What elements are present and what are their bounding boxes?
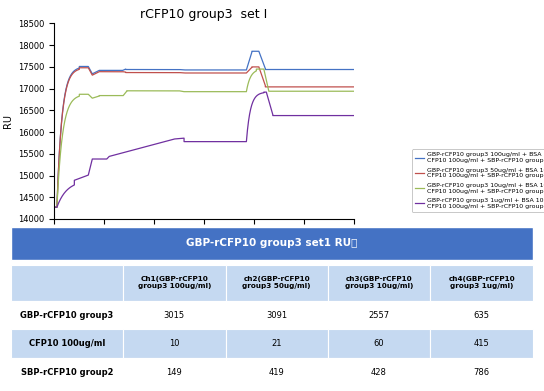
- GBP-rCFP10 group3 100ug/ml + BSA 100ug/ml +
CFP10 100ug/ml + SBP-rCFP10 group2 100ug/ml: [236, 68, 242, 72]
- Text: 3091: 3091: [266, 310, 287, 319]
- Text: SBP-rCFP10 group2: SBP-rCFP10 group2: [21, 368, 113, 377]
- Text: 60: 60: [374, 339, 385, 348]
- Bar: [11, 265, 123, 301]
- GBP-rCFP10 group3 1ug/ml + BSA 100ug/ml +
CFP10 100ug/ml + SBP-rCFP10 group2 100ug/ml: [176, 136, 183, 141]
- GBP-rCFP10 group3 100ug/ml + BSA 100ug/ml +
CFP10 100ug/ml + SBP-rCFP10 group2 100ug/ml: [94, 69, 100, 74]
- GBP-rCFP10 group3 100ug/ml + BSA 100ug/ml +
CFP10 100ug/ml + SBP-rCFP10 group2 100ug/ml: [125, 67, 131, 72]
- GBP-rCFP10 group3 50ug/ml + BSA 100ug/ml +
CFP10 100ug/ml + SBP-rCFP10 group2 100ug/ml: [236, 71, 242, 75]
- GBP-rCFP10 group3 10ug/ml + BSA 100ug/ml +
CFP10 100ug/ml + SBP-rCFP10 group2 100ug/ml: [253, 67, 259, 72]
- Text: ch2(GBP-rCFP10
group3 50ug/ml): ch2(GBP-rCFP10 group3 50ug/ml): [243, 276, 311, 289]
- Bar: [11, 227, 533, 260]
- GBP-rCFP10 group3 50ug/ml + BSA 100ug/ml +
CFP10 100ug/ml + SBP-rCFP10 group2 100ug/ml: [264, 84, 271, 89]
- GBP-rCFP10 group3 1ug/ml + BSA 100ug/ml +
CFP10 100ug/ml + SBP-rCFP10 group2 100ug/ml: [267, 101, 273, 106]
- Text: 2557: 2557: [368, 310, 390, 319]
- Line: GBP-rCFP10 group3 50ug/ml + BSA 100ug/ml +
CFP10 100ug/ml + SBP-rCFP10 group2 100ug/ml: GBP-rCFP10 group3 50ug/ml + BSA 100ug/ml…: [54, 67, 354, 207]
- GBP-rCFP10 group3 10ug/ml + BSA 100ug/ml +
CFP10 100ug/ml + SBP-rCFP10 group2 100ug/ml: [85, 92, 91, 97]
- GBP-rCFP10 group3 1ug/ml + BSA 100ug/ml +
CFP10 100ug/ml + SBP-rCFP10 group2 100ug/ml: [350, 113, 357, 118]
- GBP-rCFP10 group3 50ug/ml + BSA 100ug/ml +
CFP10 100ug/ml + SBP-rCFP10 group2 100ug/ml: [249, 65, 255, 69]
- GBP-rCFP10 group3 10ug/ml + BSA 100ug/ml +
CFP10 100ug/ml + SBP-rCFP10 group2 100ug/ml: [91, 95, 98, 100]
- Bar: [11, 358, 123, 387]
- Line: GBP-rCFP10 group3 1ug/ml + BSA 100ug/ml +
CFP10 100ug/ml + SBP-rCFP10 group2 100ug/ml: GBP-rCFP10 group3 1ug/ml + BSA 100ug/ml …: [54, 92, 354, 207]
- GBP-rCFP10 group3 10ug/ml + BSA 100ug/ml +
CFP10 100ug/ml + SBP-rCFP10 group2 100ug/ml: [65, 105, 72, 110]
- GBP-rCFP10 group3 1ug/ml + BSA 100ug/ml +
CFP10 100ug/ml + SBP-rCFP10 group2 100ug/ml: [251, 97, 257, 101]
- Bar: [11, 329, 123, 358]
- Bar: [328, 358, 430, 387]
- GBP-rCFP10 group3 100ug/ml + BSA 100ug/ml +
CFP10 100ug/ml + SBP-rCFP10 group2 100ug/ml: [264, 67, 271, 72]
- GBP-rCFP10 group3 1ug/ml + BSA 100ug/ml +
CFP10 100ug/ml + SBP-rCFP10 group2 100ug/ml: [248, 105, 254, 110]
- X-axis label: Time(sec): Time(sec): [180, 243, 228, 253]
- Bar: [123, 329, 226, 358]
- Bar: [430, 301, 533, 329]
- Text: 428: 428: [371, 368, 387, 377]
- Text: 419: 419: [269, 368, 285, 377]
- Legend: GBP-rCFP10 group3 100ug/ml + BSA 100ug/ml +
CFP10 100ug/ml + SBP-rCFP10 group2 1: GBP-rCFP10 group3 100ug/ml + BSA 100ug/m…: [412, 149, 544, 212]
- Bar: [226, 358, 328, 387]
- Title: rCFP10 group3  set I: rCFP10 group3 set I: [140, 8, 268, 21]
- Text: 786: 786: [474, 368, 490, 377]
- GBP-rCFP10 group3 1ug/ml + BSA 100ug/ml +
CFP10 100ug/ml + SBP-rCFP10 group2 100ug/ml: [261, 90, 267, 95]
- Bar: [328, 265, 430, 301]
- Bar: [430, 329, 533, 358]
- Bar: [226, 329, 328, 358]
- GBP-rCFP10 group3 50ug/ml + BSA 100ug/ml +
CFP10 100ug/ml + SBP-rCFP10 group2 100ug/ml: [350, 84, 357, 89]
- GBP-rCFP10 group3 1ug/ml + BSA 100ug/ml +
CFP10 100ug/ml + SBP-rCFP10 group2 100ug/ml: [51, 205, 58, 210]
- GBP-rCFP10 group3 10ug/ml + BSA 100ug/ml +
CFP10 100ug/ml + SBP-rCFP10 group2 100ug/ml: [122, 90, 129, 95]
- GBP-rCFP10 group3 100ug/ml + BSA 100ug/ml +
CFP10 100ug/ml + SBP-rCFP10 group2 100ug/ml: [350, 67, 357, 72]
- Text: 10: 10: [169, 339, 180, 348]
- GBP-rCFP10 group3 100ug/ml + BSA 100ug/ml +
CFP10 100ug/ml + SBP-rCFP10 group2 100ug/ml: [249, 49, 255, 54]
- GBP-rCFP10 group3 100ug/ml + BSA 100ug/ml +
CFP10 100ug/ml + SBP-rCFP10 group2 100ug/ml: [164, 67, 170, 72]
- GBP-rCFP10 group3 100ug/ml + BSA 100ug/ml +
CFP10 100ug/ml + SBP-rCFP10 group2 100ug/ml: [51, 205, 58, 210]
- GBP-rCFP10 group3 10ug/ml + BSA 100ug/ml +
CFP10 100ug/ml + SBP-rCFP10 group2 100ug/ml: [176, 88, 182, 93]
- GBP-rCFP10 group3 100ug/ml + BSA 100ug/ml +
CFP10 100ug/ml + SBP-rCFP10 group2 100ug/ml: [222, 68, 228, 72]
- Text: CFP10 100ug/ml: CFP10 100ug/ml: [29, 339, 105, 348]
- Bar: [123, 358, 226, 387]
- GBP-rCFP10 group3 1ug/ml + BSA 100ug/ml +
CFP10 100ug/ml + SBP-rCFP10 group2 100ug/ml: [250, 98, 257, 103]
- Bar: [123, 301, 226, 329]
- GBP-rCFP10 group3 10ug/ml + BSA 100ug/ml +
CFP10 100ug/ml + SBP-rCFP10 group2 100ug/ml: [51, 205, 58, 210]
- Bar: [328, 329, 430, 358]
- Text: ch3(GBP-rCFP10
group3 10ug/ml): ch3(GBP-rCFP10 group3 10ug/ml): [345, 276, 413, 289]
- Text: 149: 149: [166, 368, 182, 377]
- Text: GBP-rCFP10 group3 set1 RU값: GBP-rCFP10 group3 set1 RU값: [186, 238, 358, 248]
- GBP-rCFP10 group3 50ug/ml + BSA 100ug/ml +
CFP10 100ug/ml + SBP-rCFP10 group2 100ug/ml: [164, 70, 170, 75]
- GBP-rCFP10 group3 50ug/ml + BSA 100ug/ml +
CFP10 100ug/ml + SBP-rCFP10 group2 100ug/ml: [51, 205, 58, 210]
- Bar: [123, 265, 226, 301]
- Bar: [11, 301, 123, 329]
- GBP-rCFP10 group3 50ug/ml + BSA 100ug/ml +
CFP10 100ug/ml + SBP-rCFP10 group2 100ug/ml: [125, 70, 131, 75]
- Line: GBP-rCFP10 group3 100ug/ml + BSA 100ug/ml +
CFP10 100ug/ml + SBP-rCFP10 group2 100ug/ml: GBP-rCFP10 group3 100ug/ml + BSA 100ug/m…: [54, 51, 354, 207]
- Bar: [226, 265, 328, 301]
- Text: 635: 635: [474, 310, 490, 319]
- GBP-rCFP10 group3 10ug/ml + BSA 100ug/ml +
CFP10 100ug/ml + SBP-rCFP10 group2 100ug/ml: [114, 93, 121, 98]
- Text: ch4(GBP-rCFP10
group3 1ug/ml): ch4(GBP-rCFP10 group3 1ug/ml): [448, 276, 515, 289]
- GBP-rCFP10 group3 1ug/ml + BSA 100ug/ml +
CFP10 100ug/ml + SBP-rCFP10 group2 100ug/ml: [115, 152, 121, 156]
- GBP-rCFP10 group3 10ug/ml + BSA 100ug/ml +
CFP10 100ug/ml + SBP-rCFP10 group2 100ug/ml: [350, 89, 357, 93]
- Y-axis label: RU: RU: [3, 114, 13, 128]
- Text: GBP-rCFP10 group3: GBP-rCFP10 group3: [20, 310, 114, 319]
- Bar: [430, 358, 533, 387]
- GBP-rCFP10 group3 50ug/ml + BSA 100ug/ml +
CFP10 100ug/ml + SBP-rCFP10 group2 100ug/ml: [94, 70, 100, 75]
- Text: 3015: 3015: [164, 310, 185, 319]
- Line: GBP-rCFP10 group3 10ug/ml + BSA 100ug/ml +
CFP10 100ug/ml + SBP-rCFP10 group2 100ug/ml: GBP-rCFP10 group3 10ug/ml + BSA 100ug/ml…: [54, 69, 354, 207]
- Text: Ch1(GBP-rCFP10
group3 100ug/ml): Ch1(GBP-rCFP10 group3 100ug/ml): [138, 276, 211, 289]
- Text: 21: 21: [271, 339, 282, 348]
- Bar: [226, 301, 328, 329]
- GBP-rCFP10 group3 50ug/ml + BSA 100ug/ml +
CFP10 100ug/ml + SBP-rCFP10 group2 100ug/ml: [222, 71, 228, 75]
- Bar: [328, 301, 430, 329]
- Bar: [430, 265, 533, 301]
- Text: 415: 415: [474, 339, 490, 348]
